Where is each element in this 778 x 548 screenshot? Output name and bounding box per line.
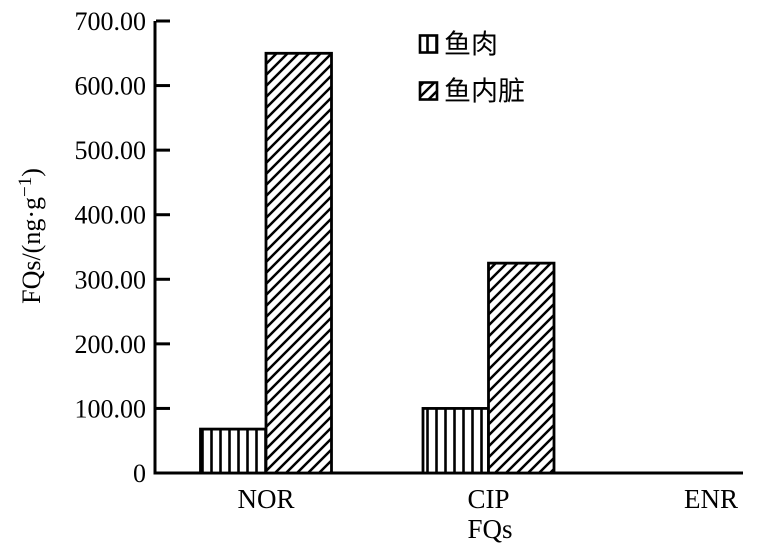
legend-marker-fish-viscera xyxy=(418,81,439,101)
bar-cip-fish-viscera xyxy=(487,261,556,475)
y-axis-ticks: 0 100.00 200.00 300.00 400.00 500.00 600.00 700… xyxy=(75,7,170,488)
x-axis-title: FQs xyxy=(467,514,512,544)
legend-marker-fish-meat xyxy=(418,34,439,54)
x-tick-label-enr: ENR xyxy=(684,484,738,514)
y-tick-label: 200.00 xyxy=(75,330,147,359)
x-tick-label-cip: CIP xyxy=(467,484,509,514)
legend-label-fish-viscera: 鱼内脏 xyxy=(444,77,525,107)
axis-titles: FQs FQs/(ng·g−1) xyxy=(15,168,513,544)
y-tick-label: 400.00 xyxy=(75,201,147,230)
bar-nor-fish-viscera xyxy=(264,51,333,475)
bar-nor-fish-meat xyxy=(199,427,268,475)
y-tick-label: 0 xyxy=(133,459,146,488)
y-tick-label: 700.00 xyxy=(75,7,147,36)
bars xyxy=(199,51,556,475)
y-tick-label: 300.00 xyxy=(75,265,147,294)
x-tick-label-nor: NOR xyxy=(237,484,294,514)
bar-cip-fish-meat xyxy=(421,407,490,475)
x-axis-labels: NOR CIP ENR xyxy=(237,484,738,514)
y-tick-label: 100.00 xyxy=(75,394,147,423)
y-tick-label: 600.00 xyxy=(75,72,147,101)
legend-label-fish-meat: 鱼肉 xyxy=(444,30,498,60)
y-axis-title: FQs/(ng·g−1) xyxy=(15,168,46,304)
y-tick-label: 500.00 xyxy=(75,136,147,165)
